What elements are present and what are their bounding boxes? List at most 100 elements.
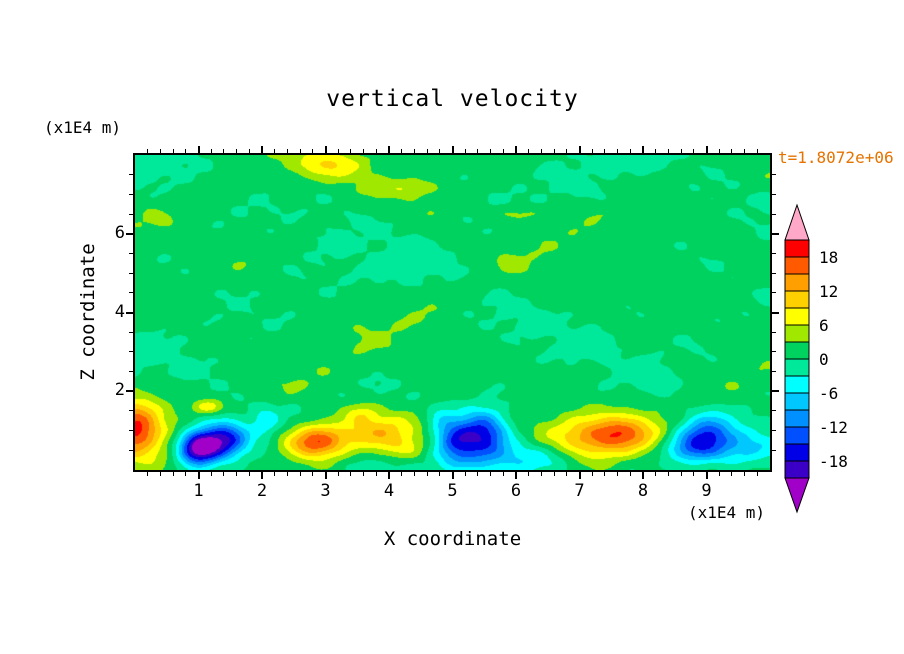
tick-mark	[375, 472, 377, 476]
tick-label: 6	[510, 481, 522, 501]
tick-mark	[337, 472, 339, 476]
tick-mark	[642, 146, 644, 153]
tick-mark	[312, 472, 314, 476]
tick-mark	[680, 472, 682, 476]
x-axis-title: X coordinate	[383, 528, 522, 550]
tick-mark	[426, 472, 428, 476]
tick-mark	[451, 146, 454, 153]
x-axis-unit: (x1E4 m)	[688, 503, 766, 522]
y-axis-title: Z coordinate	[77, 243, 99, 381]
tick-mark	[756, 472, 758, 476]
tick-mark	[515, 472, 517, 479]
tick-mark	[261, 472, 263, 479]
tick-mark	[772, 371, 776, 373]
tick-mark	[502, 472, 504, 476]
tick-mark	[388, 146, 390, 153]
tick-mark	[197, 146, 200, 153]
tick-label: 1	[193, 481, 204, 501]
chart-title: vertical velocity	[326, 86, 579, 112]
tick-mark	[126, 390, 133, 393]
tick-label: 2	[114, 380, 125, 401]
tick-mark	[515, 146, 517, 153]
tick-mark	[591, 472, 593, 476]
tick-mark	[566, 472, 568, 476]
tick-mark	[126, 232, 133, 235]
tick-mark	[772, 410, 776, 412]
tick-mark	[528, 472, 530, 476]
tick-mark	[772, 193, 776, 195]
svg-text:6: 6	[819, 316, 829, 335]
tick-mark	[210, 472, 212, 476]
tick-mark	[388, 472, 390, 479]
tick-mark	[439, 472, 441, 476]
tick-mark	[553, 472, 555, 476]
tick-mark	[772, 390, 779, 393]
tick-mark	[126, 311, 133, 314]
tick-mark	[464, 472, 466, 476]
tick-label: 3	[320, 481, 331, 501]
tick-mark	[705, 146, 708, 153]
tick-mark	[172, 472, 174, 476]
tick-mark	[350, 472, 352, 476]
tick-mark	[772, 331, 776, 333]
tick-mark	[617, 472, 619, 476]
tick-mark	[744, 472, 746, 476]
tick-mark	[604, 472, 606, 476]
tick-mark	[578, 146, 581, 153]
tick-label: 4	[383, 481, 395, 501]
tick-mark	[540, 472, 542, 476]
contour-field	[135, 155, 770, 470]
tick-mark	[772, 174, 776, 176]
tick-mark	[324, 472, 327, 479]
tick-label: 6	[114, 222, 125, 243]
tick-mark	[299, 472, 301, 476]
svg-text:0: 0	[819, 350, 829, 369]
tick-mark	[286, 472, 288, 476]
tick-mark	[490, 472, 492, 476]
tick-mark	[236, 472, 238, 476]
tick-mark	[667, 472, 669, 476]
tick-mark	[705, 472, 708, 479]
tick-label: 7	[574, 481, 585, 501]
colorbar: 18 12 6 0 -6 -12 -18	[783, 203, 904, 517]
svg-text:18: 18	[819, 248, 838, 267]
tick-mark	[185, 472, 187, 476]
svg-text:-12: -12	[819, 418, 848, 437]
tick-mark	[223, 472, 225, 476]
tick-mark	[629, 472, 631, 476]
svg-text:-18: -18	[819, 452, 848, 471]
tick-mark	[772, 272, 776, 274]
svg-text:12: 12	[819, 282, 838, 301]
tick-label: 5	[447, 481, 458, 501]
tick-mark	[731, 472, 733, 476]
time-label: t=1.8072e+06	[778, 148, 894, 167]
tick-mark	[693, 472, 695, 476]
tick-label: 2	[256, 481, 268, 501]
tick-mark	[772, 292, 776, 294]
tick-mark	[772, 351, 776, 353]
tick-mark	[401, 472, 403, 476]
tick-mark	[772, 252, 776, 254]
tick-mark	[772, 232, 779, 235]
tick-mark	[363, 472, 365, 476]
plot-frame	[133, 153, 772, 472]
tick-mark	[477, 472, 479, 476]
tick-mark	[413, 472, 415, 476]
tick-mark	[197, 472, 200, 479]
tick-mark	[159, 472, 161, 476]
tick-mark	[772, 213, 776, 215]
svg-text:-6: -6	[819, 384, 838, 403]
tick-mark	[324, 146, 327, 153]
tick-mark	[261, 146, 263, 153]
tick-label: 8	[637, 481, 649, 501]
tick-mark	[772, 449, 776, 451]
y-axis-unit: (x1E4 m)	[44, 118, 122, 137]
tick-mark	[248, 472, 250, 476]
tick-mark	[451, 472, 454, 479]
tick-mark	[655, 472, 657, 476]
tick-mark	[578, 472, 581, 479]
tick-label: 9	[701, 481, 712, 501]
tick-mark	[642, 472, 644, 479]
tick-mark	[772, 311, 779, 314]
